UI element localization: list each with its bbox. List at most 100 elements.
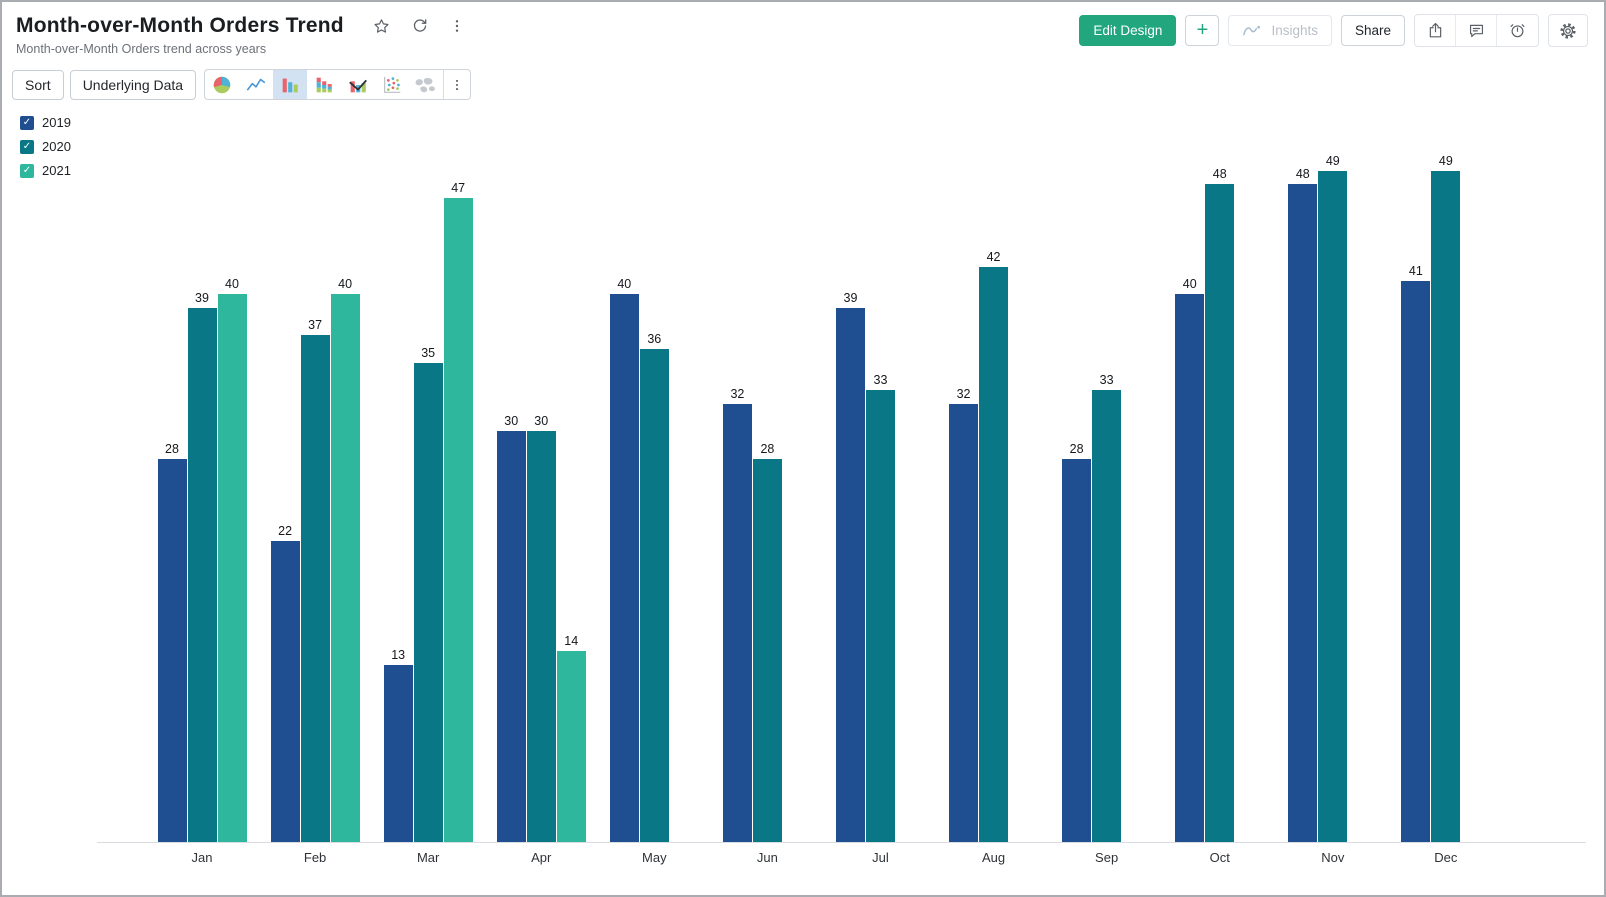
bar-2020-aug[interactable]: 42 xyxy=(979,250,1009,843)
bar-rect[interactable] xyxy=(1175,294,1205,843)
bar-rect[interactable] xyxy=(383,664,413,843)
bar-2021-jan[interactable]: 40 xyxy=(217,277,247,843)
checkbox-icon[interactable]: ✓ xyxy=(20,163,34,178)
bar-rect[interactable] xyxy=(413,362,443,843)
comment-icon[interactable] xyxy=(1456,15,1497,46)
share-button[interactable]: Share xyxy=(1340,15,1405,46)
bar-rect[interactable] xyxy=(722,404,752,843)
x-axis-line xyxy=(97,842,1586,843)
bar-2021-feb[interactable]: 40 xyxy=(330,277,360,843)
zia-insights-button[interactable]: Insights xyxy=(1228,15,1332,46)
export-icon[interactable] xyxy=(1415,15,1456,46)
bar-2019-nov[interactable]: 48 xyxy=(1288,167,1318,843)
plot-area: 28 39 40 Jan 22 37 40 Feb 13 35 47 Mar 30 30 14 Apr 40 36… xyxy=(157,143,1491,865)
bar-rect[interactable] xyxy=(187,307,217,843)
scatter-chart-icon[interactable] xyxy=(375,70,409,99)
bar-rect[interactable] xyxy=(639,349,669,843)
header: Month-over-Month Orders Trend Month-over… xyxy=(2,2,1604,56)
bar-rect[interactable] xyxy=(217,294,247,843)
bar-rect[interactable] xyxy=(949,404,979,843)
sort-button[interactable]: Sort xyxy=(12,69,64,100)
bar-rect[interactable] xyxy=(979,266,1009,843)
bar-2019-aug[interactable]: 32 xyxy=(949,387,979,843)
legend-label: 2019 xyxy=(42,115,71,130)
bar-rect[interactable] xyxy=(1062,458,1092,843)
underlying-data-button[interactable]: Underlying Data xyxy=(69,69,197,100)
x-axis-label: Feb xyxy=(303,850,327,865)
bar-2019-may[interactable]: 40 xyxy=(609,277,639,843)
value-label: 40 xyxy=(225,277,239,292)
bar-rect[interactable] xyxy=(1318,170,1348,843)
bar-rect[interactable] xyxy=(330,294,360,843)
more-chart-types-icon[interactable] xyxy=(444,70,470,99)
favorite-star-icon[interactable] xyxy=(370,15,393,38)
bar-rect[interactable] xyxy=(300,335,330,843)
bar-2019-dec[interactable]: 41 xyxy=(1401,264,1431,843)
bar-rect[interactable] xyxy=(752,458,782,843)
line-chart-icon[interactable] xyxy=(239,70,273,99)
bar-2020-jul[interactable]: 33 xyxy=(865,373,895,843)
alert-clock-icon[interactable] xyxy=(1497,15,1538,46)
bar-group-may: 40 36 May xyxy=(609,143,699,865)
bar-2020-mar[interactable]: 35 xyxy=(413,346,443,843)
bar-2020-apr[interactable]: 30 xyxy=(526,414,556,843)
settings-gear-icon[interactable] xyxy=(1548,14,1588,47)
value-label: 14 xyxy=(564,633,579,648)
bar-rect[interactable] xyxy=(609,294,639,843)
bar-2020-oct[interactable]: 48 xyxy=(1205,167,1235,843)
bar-rect[interactable] xyxy=(1092,390,1122,843)
pie-chart-icon[interactable] xyxy=(205,70,239,99)
legend-item-2021[interactable]: ✓ 2021 xyxy=(20,163,71,178)
bar-2020-nov[interactable]: 49 xyxy=(1318,154,1348,843)
bar-rect[interactable] xyxy=(556,650,586,843)
bar-2019-mar[interactable]: 13 xyxy=(383,648,413,843)
edit-design-button[interactable]: Edit Design xyxy=(1079,15,1177,46)
bar-group-feb: 22 37 40 Feb xyxy=(270,143,360,865)
value-label: 40 xyxy=(338,277,353,292)
bar-rect[interactable] xyxy=(270,541,300,843)
bar-2019-oct[interactable]: 40 xyxy=(1175,277,1205,843)
bar-rect[interactable] xyxy=(1401,280,1431,843)
legend-item-2019[interactable]: ✓ 2019 xyxy=(20,115,71,130)
map-chart-icon[interactable] xyxy=(409,70,443,99)
more-options-icon[interactable] xyxy=(447,15,467,37)
bar-rect[interactable] xyxy=(526,431,556,843)
chart-type-switcher xyxy=(204,69,472,100)
bar-rect[interactable] xyxy=(157,458,187,843)
value-label: 42 xyxy=(986,249,1001,264)
checkbox-icon[interactable]: ✓ xyxy=(20,139,34,154)
bar-rect[interactable] xyxy=(1431,170,1461,843)
bar-2019-sep[interactable]: 28 xyxy=(1062,442,1092,843)
bar-2019-jan[interactable]: 28 xyxy=(157,442,187,843)
bar-2019-apr[interactable]: 30 xyxy=(496,414,526,843)
bar-2020-feb[interactable]: 37 xyxy=(300,318,330,843)
stacked-bar-chart-icon[interactable] xyxy=(307,70,341,99)
bar-2021-mar[interactable]: 47 xyxy=(443,181,473,843)
bar-rect[interactable] xyxy=(1288,184,1318,843)
bar-2019-jun[interactable]: 32 xyxy=(722,387,752,843)
value-label: 28 xyxy=(1069,441,1084,456)
bar-rect[interactable] xyxy=(835,307,865,843)
bar-2019-feb[interactable]: 22 xyxy=(270,524,300,843)
bar-rect[interactable] xyxy=(443,198,473,843)
value-label: 48 xyxy=(1295,167,1310,182)
bar-rect[interactable] xyxy=(865,390,895,843)
x-axis-label: Sep xyxy=(1095,850,1119,865)
bar-2020-jun[interactable]: 28 xyxy=(752,442,782,843)
refresh-icon[interactable] xyxy=(409,15,431,37)
bar-2020-jan[interactable]: 39 xyxy=(187,291,217,843)
legend-item-2020[interactable]: ✓ 2020 xyxy=(20,139,71,154)
bar-2019-jul[interactable]: 39 xyxy=(835,291,865,843)
combo-chart-icon[interactable] xyxy=(341,70,375,99)
bar-group-dec: 41 49 Dec xyxy=(1401,143,1491,865)
bar-chart-icon[interactable] xyxy=(273,70,308,99)
bar-2021-apr[interactable]: 14 xyxy=(556,634,586,843)
bar-rect[interactable] xyxy=(1205,184,1235,843)
checkbox-icon[interactable]: ✓ xyxy=(20,115,34,130)
bar-rect[interactable] xyxy=(496,431,526,843)
add-button[interactable]: + xyxy=(1185,15,1220,46)
bar-2020-sep[interactable]: 33 xyxy=(1092,373,1122,843)
bar-2020-may[interactable]: 36 xyxy=(639,332,669,843)
bar-2020-dec[interactable]: 49 xyxy=(1431,154,1461,843)
